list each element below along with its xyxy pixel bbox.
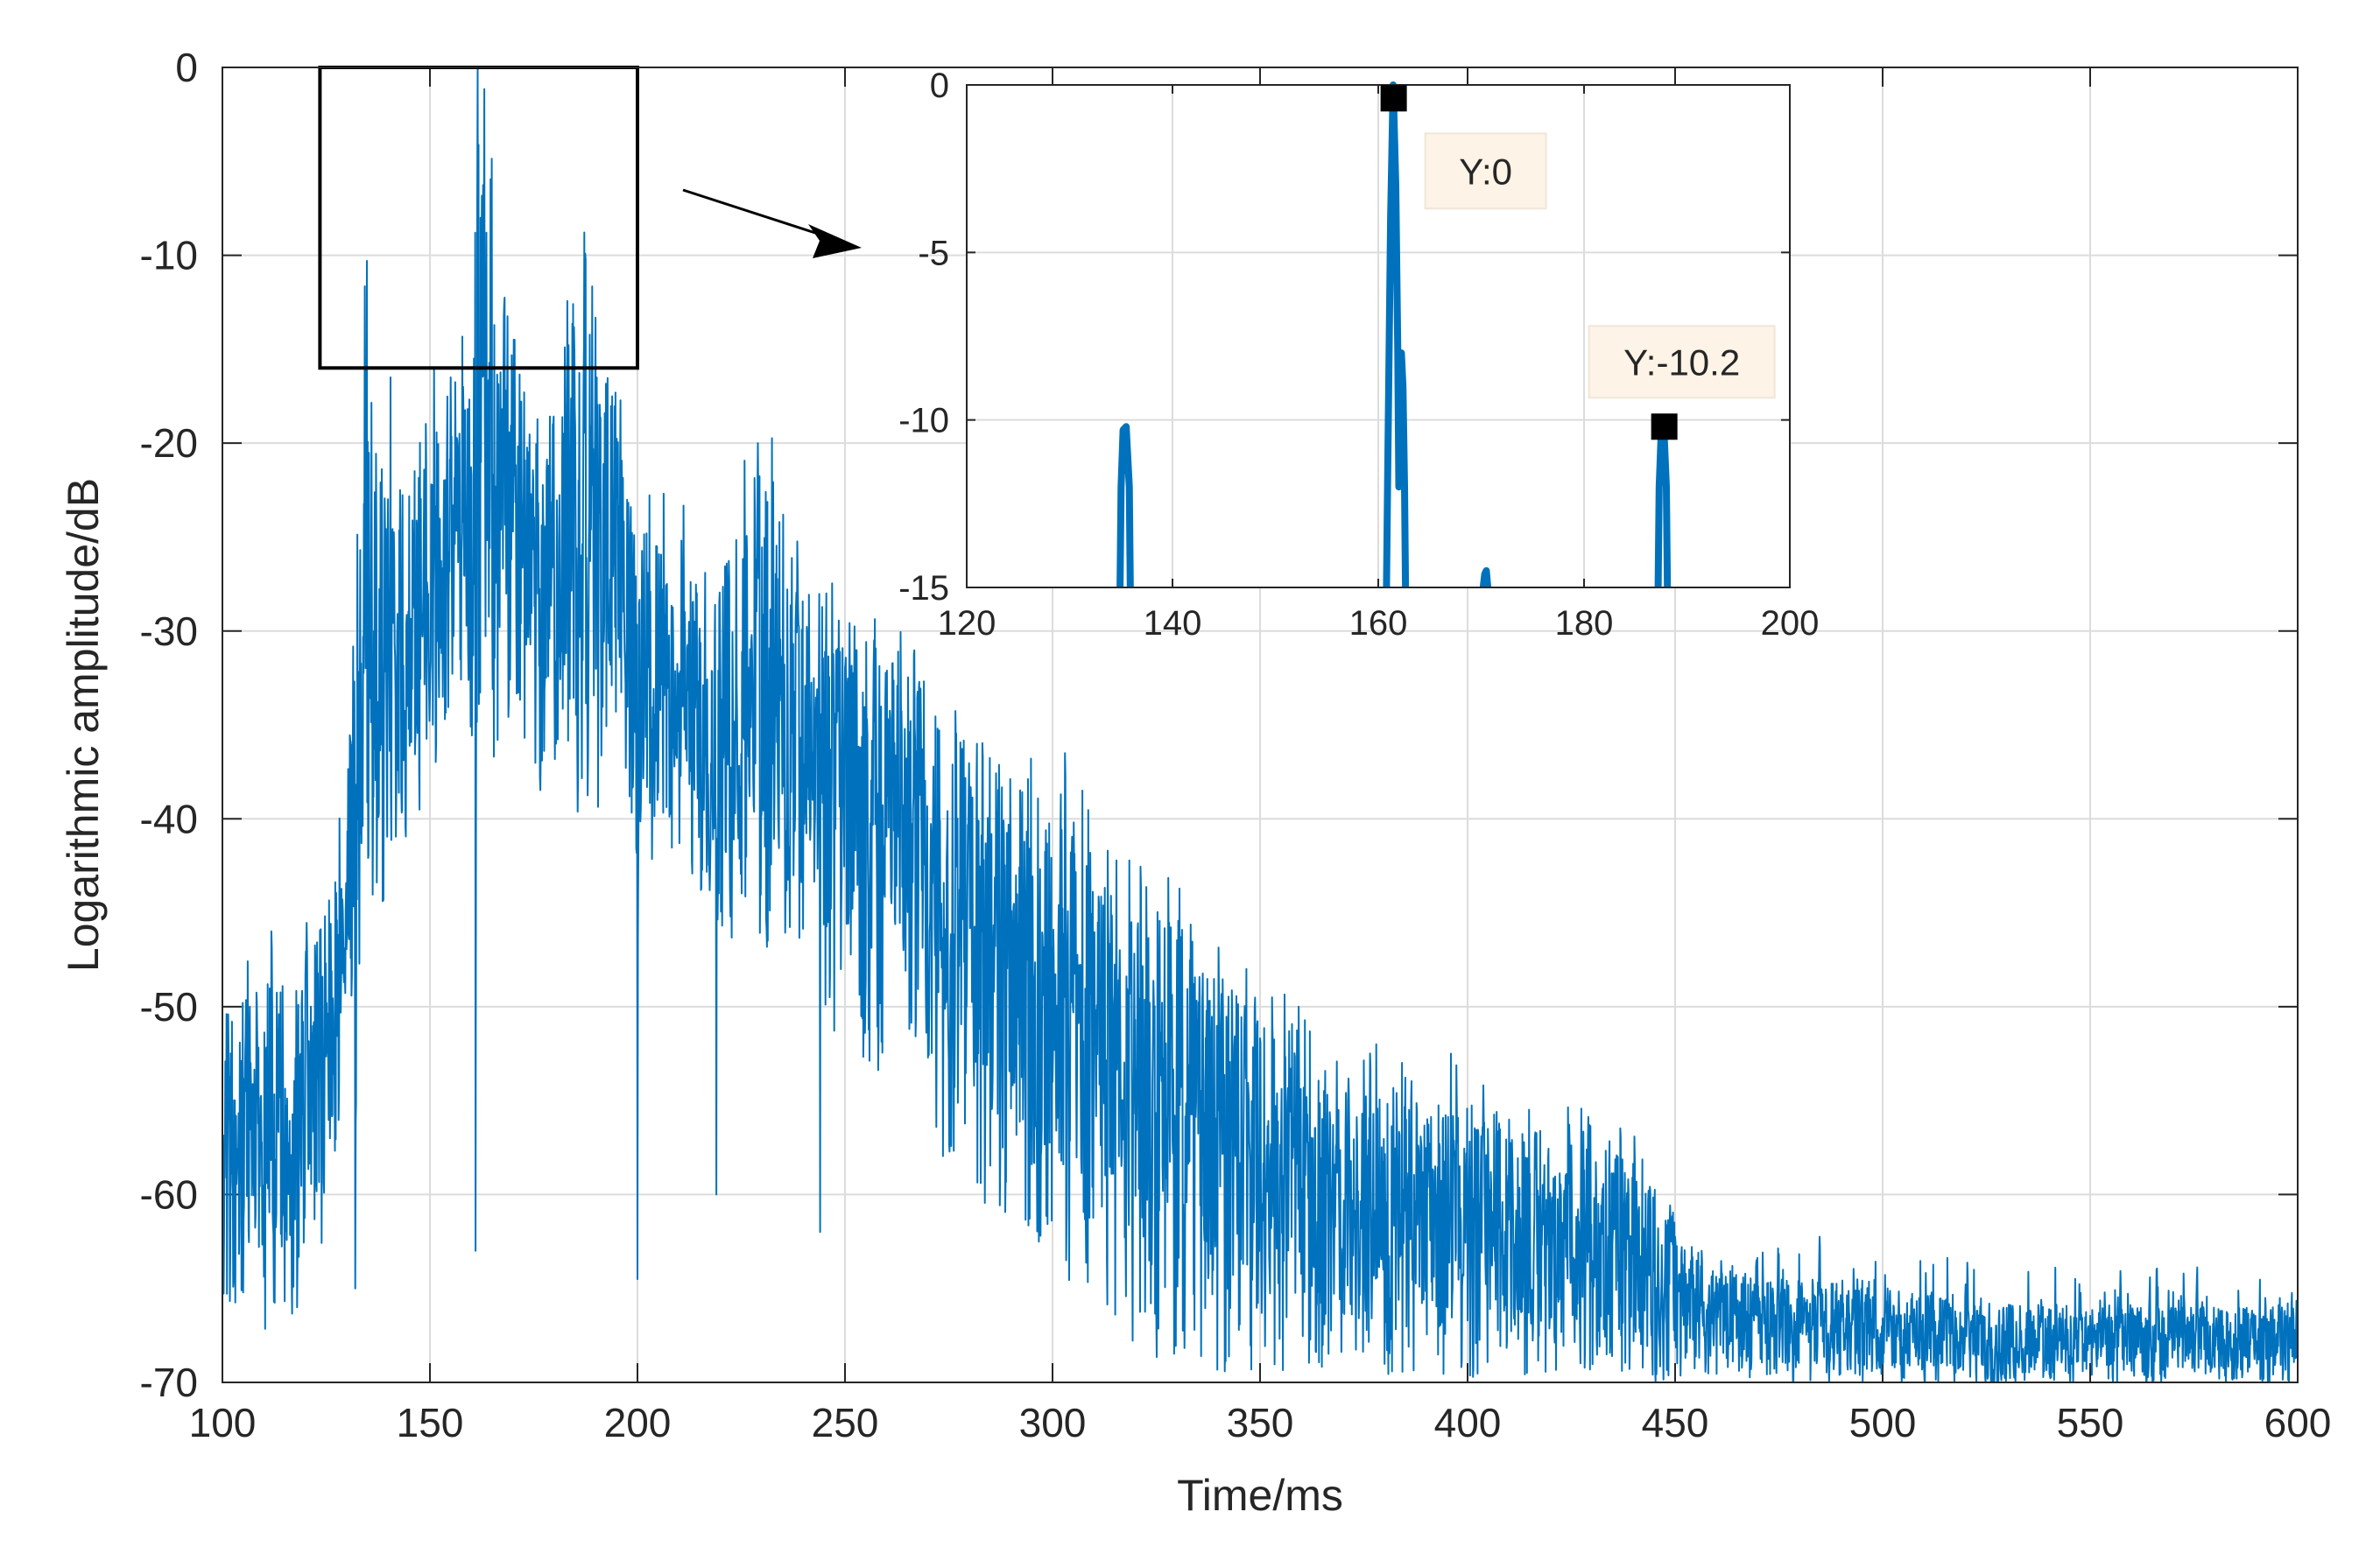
x-tick-label: 300 (1019, 1400, 1087, 1445)
x-tick-label: 350 (1227, 1400, 1294, 1445)
y-tick-label: -10 (898, 402, 949, 440)
y-tick-label: -60 (140, 1172, 198, 1218)
inset-markers: Y:0 Y:-10.2 (1380, 85, 1776, 440)
x-tick-label: 180 (1555, 604, 1614, 643)
y-tick-label: -15 (898, 569, 949, 608)
data-tip-marker (1380, 85, 1407, 112)
inset-series-segment (1383, 81, 1410, 588)
y-tick-label: -10 (140, 233, 198, 278)
inset-axes: Y:0 Y:-10.2 120 140 160 180 200 0 -5 -10 -15 (898, 67, 1819, 643)
y-tick-label: -5 (918, 234, 949, 272)
main-series-group (222, 67, 2299, 1383)
inset-series-segment (1479, 566, 1492, 588)
x-tick-label: 140 (1144, 604, 1202, 643)
main-axes-frame (222, 67, 2299, 1383)
inset-y-tick-labels: 0 -5 -10 -15 (898, 67, 949, 608)
y-tick-label: 0 (175, 45, 198, 90)
x-tick-label: 450 (1642, 1400, 1709, 1445)
y-tick-label: -30 (140, 608, 198, 654)
x-tick-label: 200 (1761, 604, 1820, 643)
x-tick-label: 120 (938, 604, 996, 643)
x-tick-label: 550 (2057, 1400, 2124, 1445)
y-axis-label: Logarithmic amplitude/dB (59, 478, 108, 972)
main-series-line (222, 67, 2299, 1383)
main-y-tick-labels: 0 -10 -20 -30 -40 -50 -60 -70 (140, 45, 198, 1405)
x-tick-label: 400 (1434, 1400, 1502, 1445)
data-tip-box (1588, 325, 1776, 399)
inset-x-tick-labels: 120 140 160 180 200 (938, 604, 1820, 643)
y-tick-label: -50 (140, 984, 198, 1030)
y-tick-label: -20 (140, 420, 198, 466)
data-tip-label: Y:0 (1459, 151, 1512, 192)
x-tick-label: 160 (1349, 604, 1408, 643)
data-tip-box (1424, 132, 1547, 210)
zoom-arrow-head (808, 224, 862, 258)
x-tick-label: 500 (1849, 1400, 1917, 1445)
x-tick-label: 150 (397, 1400, 464, 1445)
y-tick-label: -40 (140, 796, 198, 841)
y-tick-label: -70 (140, 1360, 198, 1405)
main-x-tick-labels: 100 150 200 250 300 350 400 450 500 550 600 (189, 1400, 2332, 1445)
inset-series-segment (1116, 423, 1134, 588)
x-tick-label: 200 (604, 1400, 672, 1445)
data-tip-label: Y:-10.2 (1623, 341, 1740, 383)
zoom-arrow (682, 188, 862, 258)
data-tip-marker (1651, 413, 1678, 440)
x-tick-label: 250 (812, 1400, 879, 1445)
inset-axes-frame (966, 84, 1791, 588)
y-tick-label: 0 (930, 67, 949, 105)
x-tick-label: 600 (2264, 1400, 2332, 1445)
x-axis-label: Time/ms (1177, 1471, 1343, 1520)
x-tick-label: 100 (189, 1400, 257, 1445)
